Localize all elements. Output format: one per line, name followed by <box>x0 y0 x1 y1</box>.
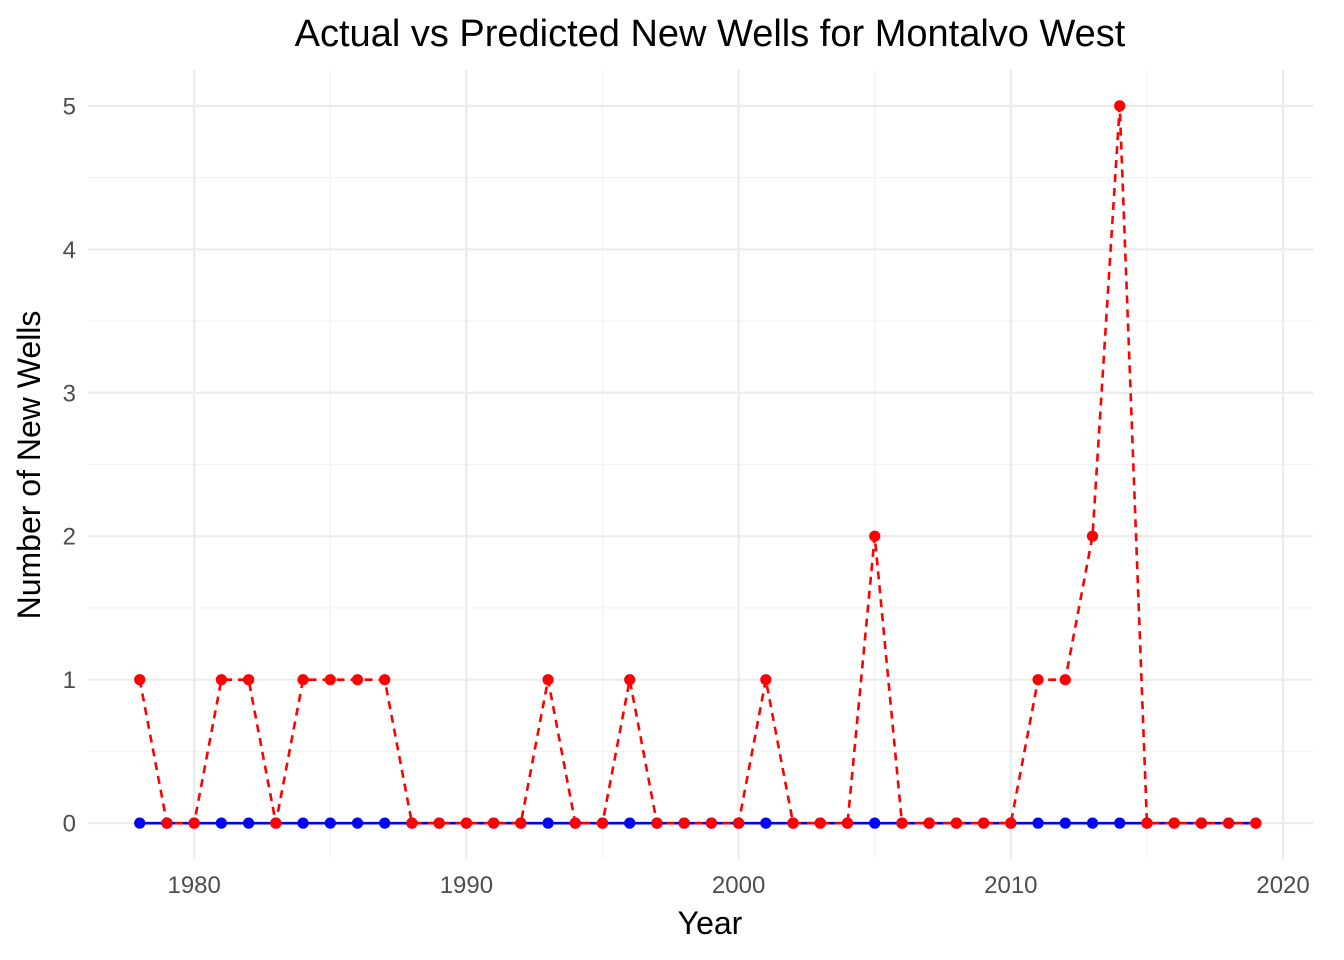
series-1-point <box>1005 817 1017 829</box>
series-1-point <box>161 817 173 829</box>
series-1-point <box>841 817 854 829</box>
series-0-point <box>379 817 391 829</box>
series-1-point <box>1168 817 1180 829</box>
series-1-point <box>896 817 908 829</box>
series-1-point <box>460 817 472 829</box>
series-1-point <box>1195 817 1207 829</box>
series-0-point <box>324 817 336 829</box>
series-1-point <box>705 817 717 829</box>
y-tick-label: 0 <box>63 811 76 838</box>
x-tick-label: 1990 <box>440 872 493 899</box>
series-1-point <box>379 674 391 686</box>
series-1-point <box>1086 530 1099 542</box>
x-tick-label: 2000 <box>712 872 765 899</box>
series-1-point <box>270 817 282 829</box>
series-1-point <box>923 817 935 829</box>
series-1-point <box>297 674 309 686</box>
series-0-point <box>760 817 772 829</box>
y-axis-title: Number of New Wells <box>11 311 47 620</box>
series-1-point <box>1032 674 1044 686</box>
series-0-point <box>1086 817 1099 829</box>
series-1-point <box>488 817 500 829</box>
x-axis-title: Year <box>678 905 743 941</box>
series-1-point <box>624 674 636 686</box>
series-0-point <box>351 817 364 829</box>
series-0-point <box>624 817 636 829</box>
series-0-point <box>1032 817 1044 829</box>
series-layer <box>134 100 1262 829</box>
x-tick-label: 1980 <box>167 872 220 899</box>
y-tick-label: 2 <box>63 524 76 551</box>
series-1-point <box>733 817 745 829</box>
grid <box>88 70 1313 859</box>
series-1-point <box>950 817 962 829</box>
series-1-point <box>1250 817 1262 829</box>
series-1-point <box>188 817 200 829</box>
series-1-point <box>596 817 609 829</box>
series-1-point <box>1223 817 1235 829</box>
series-1-point <box>678 817 690 829</box>
y-tick-label: 4 <box>63 237 76 264</box>
tick-labels: 1980 1990 2000 2010 2020 0 1 2 3 4 5 <box>63 93 1310 899</box>
series-0-point <box>542 817 554 829</box>
series-1-point <box>814 817 826 829</box>
series-0-point <box>869 817 881 829</box>
series-1-point <box>324 674 336 686</box>
series-1-point <box>760 674 772 686</box>
x-tick-label: 2020 <box>1256 872 1309 899</box>
series-0-point <box>1114 817 1126 829</box>
series-0-point <box>134 817 146 829</box>
series-1-point <box>433 817 445 829</box>
series-0-point <box>215 817 227 829</box>
series-1-point <box>569 817 581 829</box>
series-1 <box>134 100 1262 829</box>
series-1-point <box>243 674 255 686</box>
series-0-point <box>243 817 255 829</box>
series-0-point <box>1059 817 1071 829</box>
y-tick-label: 5 <box>63 93 76 120</box>
series-1-point <box>1059 674 1071 686</box>
series-1-point <box>351 674 364 686</box>
series-1-point <box>215 674 227 686</box>
y-tick-label: 1 <box>63 667 76 694</box>
series-1-point <box>787 817 799 829</box>
x-tick-label: 2010 <box>984 872 1037 899</box>
chart-title: Actual vs Predicted New Wells for Montal… <box>295 13 1126 55</box>
y-tick-label: 3 <box>63 380 76 407</box>
series-1-point <box>406 817 418 829</box>
series-1-point <box>515 817 527 829</box>
series-1-point <box>978 817 990 829</box>
series-1-point <box>869 530 881 542</box>
series-1-point <box>651 817 663 829</box>
series-1-point <box>134 674 146 686</box>
series-1-point <box>1141 817 1153 829</box>
series-1-point <box>542 674 554 686</box>
series-1-point <box>1114 100 1126 112</box>
series-0-point <box>297 817 309 829</box>
